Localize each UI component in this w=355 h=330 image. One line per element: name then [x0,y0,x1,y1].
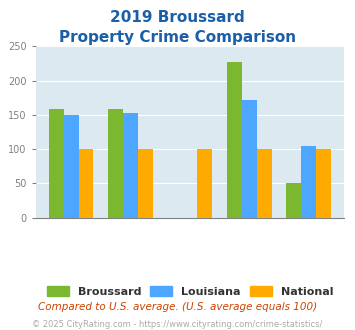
Bar [242,100,257,218]
Bar [138,149,153,218]
Bar [64,115,78,218]
Text: 2019 Broussard: 2019 Broussard [110,10,245,25]
Bar [197,149,212,218]
Bar [78,149,93,218]
Bar [49,109,64,218]
Legend: Broussard, Louisiana, National: Broussard, Louisiana, National [42,282,338,302]
Bar [123,114,138,218]
Bar [108,109,123,218]
Bar [301,146,316,218]
Bar [257,149,272,218]
Text: Compared to U.S. average. (U.S. average equals 100): Compared to U.S. average. (U.S. average … [38,302,317,312]
Bar [227,62,242,218]
Bar [316,149,331,218]
Text: © 2025 CityRating.com - https://www.cityrating.com/crime-statistics/: © 2025 CityRating.com - https://www.city… [32,320,323,329]
Text: Property Crime Comparison: Property Crime Comparison [59,30,296,45]
Bar [286,183,301,218]
